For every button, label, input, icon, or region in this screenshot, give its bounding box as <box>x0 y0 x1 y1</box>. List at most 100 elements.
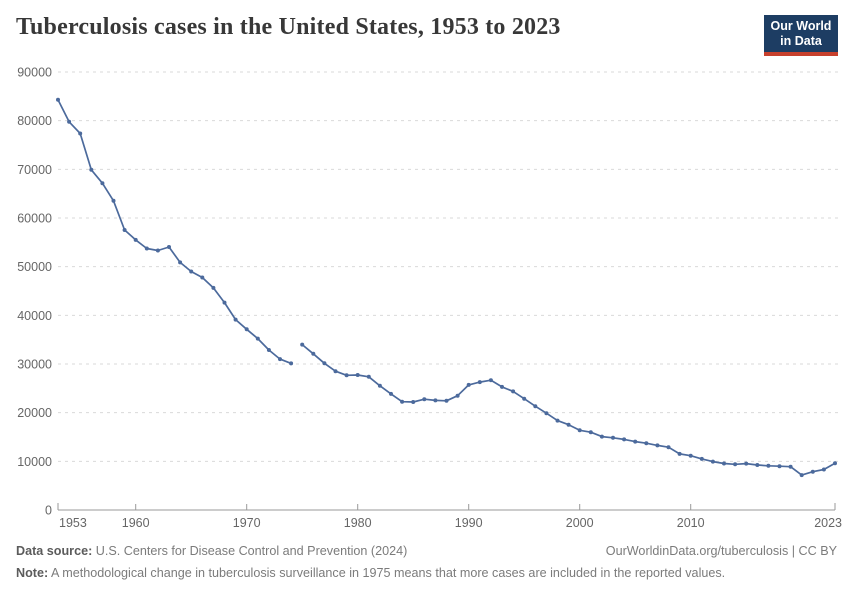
x-axis-tick-label: 1953 <box>59 516 87 530</box>
data-point[interactable] <box>222 300 227 305</box>
data-point[interactable] <box>422 397 427 402</box>
data-point[interactable] <box>366 374 371 379</box>
data-point[interactable] <box>555 418 560 423</box>
data-point[interactable] <box>266 348 271 352</box>
y-axis-tick-label: 80000 <box>17 114 52 128</box>
data-point[interactable] <box>311 351 316 356</box>
data-point[interactable] <box>733 462 738 467</box>
x-axis-tick-label: 1970 <box>233 516 261 530</box>
y-axis-tick-label: 30000 <box>17 358 52 372</box>
chart-title: Tuberculosis cases in the United States,… <box>16 14 561 40</box>
data-point[interactable] <box>488 378 493 383</box>
data-point[interactable] <box>333 369 338 374</box>
y-axis-tick-label: 40000 <box>17 309 52 323</box>
data-point[interactable] <box>144 246 149 251</box>
data-point[interactable] <box>688 453 693 458</box>
data-point[interactable] <box>810 469 815 474</box>
chart-footer: Data source: U.S. Centers for Disease Co… <box>16 543 837 582</box>
x-axis-tick-label: 2010 <box>677 516 705 530</box>
tuberculosis-cases-line[interactable] <box>57 98 292 365</box>
owid-logo-line2: in Data <box>780 34 822 48</box>
data-point[interactable] <box>355 373 360 377</box>
data-point[interactable] <box>122 228 127 232</box>
y-axis-tick-label: 20000 <box>17 406 52 420</box>
data-point[interactable] <box>300 342 305 347</box>
data-point[interactable] <box>833 461 837 466</box>
data-point[interactable] <box>433 398 438 403</box>
data-point[interactable] <box>477 380 482 385</box>
line-chart[interactable]: 0 10000 20000 30000 40000 50000 60000 70000 8000… <box>0 0 850 540</box>
data-point[interactable] <box>111 198 116 203</box>
data-point[interactable] <box>155 248 160 253</box>
data-point[interactable] <box>666 445 671 450</box>
data-point[interactable] <box>755 463 760 467</box>
y-axis-tick-label: 10000 <box>17 455 52 469</box>
data-point[interactable] <box>544 411 549 416</box>
data-point[interactable] <box>211 285 216 290</box>
data-point[interactable] <box>411 400 416 404</box>
data-point[interactable] <box>566 422 571 427</box>
data-point[interactable] <box>56 97 60 102</box>
data-point[interactable] <box>278 357 282 362</box>
data-point[interactable] <box>722 461 726 466</box>
data-point[interactable] <box>511 389 516 394</box>
data-point[interactable] <box>322 361 327 366</box>
data-point[interactable] <box>233 317 238 322</box>
data-point[interactable] <box>655 443 660 448</box>
data-point[interactable] <box>644 441 649 446</box>
x-axis-tick-label: 2023 <box>814 516 842 530</box>
data-point[interactable] <box>389 391 393 396</box>
data-point[interactable] <box>699 456 704 461</box>
data-point[interactable] <box>777 464 782 469</box>
data-point[interactable] <box>799 473 804 478</box>
data-point[interactable] <box>588 430 593 435</box>
data-point[interactable] <box>677 451 682 456</box>
data-point[interactable] <box>78 131 83 136</box>
data-point[interactable] <box>89 167 94 172</box>
x-axis-tick-label: 1960 <box>122 516 150 530</box>
data-point[interactable] <box>500 384 504 389</box>
owid-logo[interactable]: Our World in Data <box>764 15 838 56</box>
data-point[interactable] <box>178 260 183 265</box>
data-point[interactable] <box>821 467 826 472</box>
x-axis-tick-label: 1990 <box>455 516 483 530</box>
data-point[interactable] <box>744 461 749 466</box>
data-point[interactable] <box>633 439 638 444</box>
data-point[interactable] <box>377 383 382 388</box>
data-point[interactable] <box>200 275 205 280</box>
data-point[interactable] <box>167 245 171 249</box>
data-point[interactable] <box>244 327 249 332</box>
chart-note: Note: A methodological change in tubercu… <box>16 565 837 583</box>
data-point[interactable] <box>100 181 105 186</box>
data-point[interactable] <box>611 435 615 440</box>
data-point[interactable] <box>533 404 538 409</box>
data-point[interactable] <box>766 463 771 468</box>
data-point[interactable] <box>255 336 260 341</box>
data-point[interactable] <box>788 464 793 469</box>
data-point[interactable] <box>67 119 72 124</box>
owid-logo-box: Our World in Data <box>764 15 838 52</box>
data-point[interactable] <box>444 398 449 403</box>
data-point[interactable] <box>522 396 527 401</box>
data-point[interactable] <box>189 269 194 274</box>
data-point[interactable] <box>289 361 294 366</box>
data-point[interactable] <box>133 237 138 242</box>
data-point[interactable] <box>344 373 349 378</box>
y-axis-tick-label: 60000 <box>17 212 52 226</box>
data-point[interactable] <box>710 459 715 464</box>
attribution-link[interactable]: OurWorldinData.org/tuberculosis | CC BY <box>605 544 837 558</box>
data-point[interactable] <box>400 399 405 404</box>
data-point[interactable] <box>599 434 604 439</box>
data-point[interactable] <box>466 382 471 387</box>
y-axis-tick-label: 70000 <box>17 163 52 177</box>
y-axis-tick-label: 0 <box>45 504 52 518</box>
data-point[interactable] <box>622 437 627 442</box>
data-source: Data source: U.S. Centers for Disease Co… <box>16 543 407 561</box>
data-source-text: U.S. Centers for Disease Control and Pre… <box>95 544 408 558</box>
data-point[interactable] <box>455 393 460 398</box>
y-axis-tick-label: 90000 <box>17 66 52 80</box>
y-axis-tick-label: 50000 <box>17 260 52 274</box>
x-axis-tick-label: 1980 <box>344 516 372 530</box>
data-point[interactable] <box>577 428 582 433</box>
